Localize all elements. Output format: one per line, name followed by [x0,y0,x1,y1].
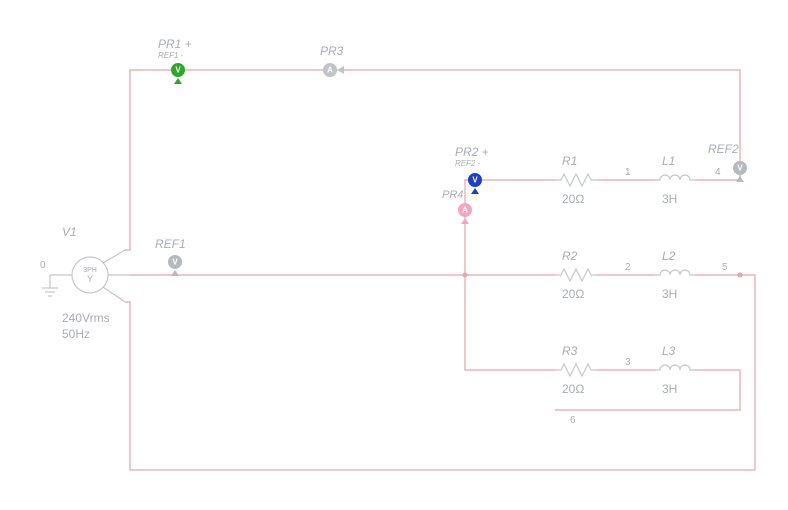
svg-text:L1: L1 [662,154,675,168]
probe-pr2: V PR2 + REF2 - [455,145,489,194]
svg-text:V: V [472,176,478,185]
svg-text:PR4: PR4 [442,189,463,201]
inductor-l3 [655,365,695,370]
svg-text:2: 2 [625,262,631,273]
svg-text:REF1: REF1 [155,237,186,251]
svg-text:REF1 -: REF1 - [158,51,184,60]
source-v1: 3PH Y V1 240Vrms 50Hz 0 [40,225,130,341]
inductor-l2 [655,270,695,275]
svg-text:PR1 +: PR1 + [158,37,192,51]
svg-text:4: 4 [715,167,721,178]
circuit-canvas: 3PH Y V1 240Vrms 50Hz 0 [0,0,788,510]
inductor-l1 [655,175,695,180]
svg-text:6: 6 [570,415,576,426]
svg-text:L3: L3 [662,344,676,358]
svg-text:PR2 +: PR2 + [455,145,489,159]
svg-text:3H: 3H [662,192,677,206]
branch-1: R1 20Ω L1 3H 1 4 [555,154,740,206]
resistor-r1 [555,174,597,186]
svg-text:240Vrms: 240Vrms [62,311,110,325]
node-center [463,273,468,278]
svg-text:Y: Y [87,274,93,284]
svg-text:R1: R1 [562,154,577,168]
svg-text:REF2 -: REF2 - [455,159,481,168]
svg-text:3PH: 3PH [83,267,97,274]
svg-text:REF2: REF2 [708,142,739,156]
svg-text:50Hz: 50Hz [62,327,90,341]
svg-text:V: V [172,258,178,267]
svg-text:20Ω: 20Ω [562,192,584,206]
svg-text:A: A [462,206,468,215]
svg-text:20Ω: 20Ω [562,382,584,396]
svg-text:A: A [327,66,333,75]
svg-text:V1: V1 [62,225,77,239]
resistor-r3 [555,364,597,376]
svg-text:3H: 3H [662,382,677,396]
branch-2: R2 20Ω L2 3H 2 5 [555,249,740,301]
svg-text:L2: L2 [662,249,676,263]
branch-3: R3 20Ω L3 3H 3 6 [555,344,740,426]
wire-phase-a [125,70,740,250]
svg-text:5: 5 [722,262,728,273]
svg-text:V: V [175,66,181,75]
svg-text:20Ω: 20Ω [562,287,584,301]
resistor-r2 [555,269,597,281]
svg-text:3H: 3H [662,287,677,301]
probe-pr4: A PR4 [442,189,472,224]
svg-text:0: 0 [40,260,46,271]
wire-phase-c [125,275,755,470]
svg-text:R2: R2 [562,249,578,263]
probe-ref1: V REF1 [155,237,186,276]
probe-pr1: V PR1 + REF1 - [158,37,192,84]
wire-center-up [465,180,555,275]
svg-text:3: 3 [625,357,631,368]
svg-text:R3: R3 [562,344,578,358]
probe-pr3: A PR3 [320,44,344,77]
svg-text:V: V [737,164,743,173]
wire-center-down [465,275,555,370]
svg-text:1: 1 [625,167,631,178]
probe-ref2: V REF2 [708,142,747,182]
svg-text:PR3: PR3 [320,44,344,58]
